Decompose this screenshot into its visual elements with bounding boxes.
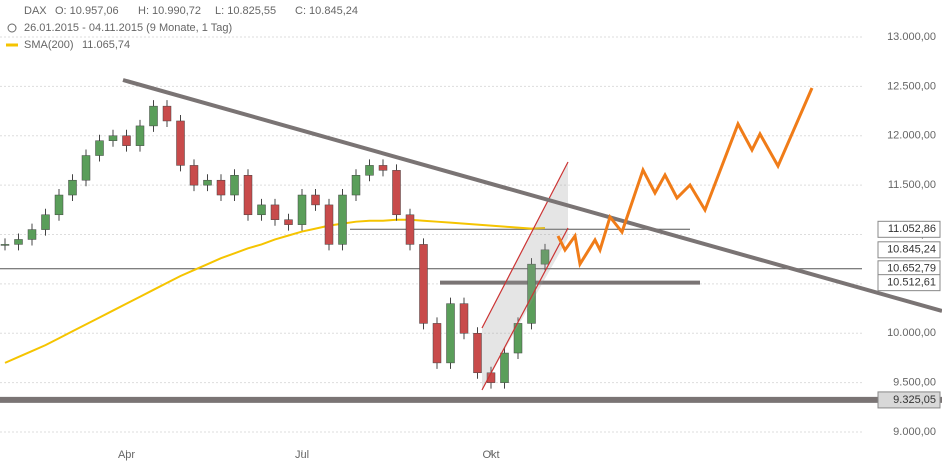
price-labels: 11.052,86 10.845,24 10.652,79 10.512,61 9.32…	[877, 220, 941, 409]
channel-line	[481, 227, 569, 391]
candle	[351, 175, 361, 196]
legend-value: 11.065,74	[82, 39, 130, 51]
candle	[68, 179, 77, 196]
candle	[257, 204, 266, 216]
candle	[95, 140, 104, 156]
price-label: 11.052,86	[888, 223, 936, 235]
price-label-box	[877, 241, 941, 259]
candle	[540, 249, 550, 265]
candle	[378, 165, 388, 171]
candle	[149, 105, 158, 127]
info-high: H: 10.990,72	[138, 5, 201, 17]
x-tick-label: Okt	[482, 449, 499, 461]
y-tick-label: 12.000,00	[887, 130, 936, 142]
candle	[27, 229, 37, 240]
chart-title: DAX	[24, 5, 47, 17]
price-label: 10.512,61	[887, 277, 936, 289]
candle	[338, 194, 347, 245]
y-tick-label: 9.000,00	[893, 426, 936, 438]
candle	[162, 105, 172, 122]
candle	[216, 179, 226, 196]
trend-line	[122, 78, 942, 313]
forecast-path	[556, 87, 814, 269]
candle	[446, 303, 455, 364]
candle	[54, 194, 64, 216]
y-tick-label: 12.500,00	[887, 80, 936, 92]
candle	[324, 204, 334, 245]
price-label-box	[877, 220, 941, 238]
candle	[176, 120, 185, 166]
price-label: 9.325,05	[893, 394, 936, 406]
price-label: 10.652,79	[887, 263, 936, 275]
candle	[432, 323, 442, 364]
candle	[108, 135, 118, 141]
y-tick-label: 11.500,00	[888, 179, 936, 191]
channel-line	[481, 161, 569, 329]
candle	[405, 214, 415, 245]
candle	[392, 170, 401, 216]
candle	[419, 244, 428, 324]
candle	[243, 175, 253, 216]
info-open: O: 10.957,06	[55, 5, 119, 17]
drawings	[122, 78, 942, 391]
candle	[203, 179, 212, 186]
plot-area: SMA(200) 11.065,74 9.000,00 9.500,00 10.000,…	[0, 31, 942, 461]
candle	[230, 175, 239, 196]
price-label: 10.845,24	[887, 244, 936, 256]
price-label-box	[877, 274, 941, 292]
candle	[81, 155, 91, 181]
candle	[500, 352, 509, 383]
info-close: C: 10.845,24	[295, 5, 358, 17]
candle	[459, 303, 469, 334]
candle	[122, 135, 131, 146]
y-tick-label: 13.000,00	[887, 31, 936, 43]
candle	[365, 165, 374, 176]
candle	[311, 194, 320, 206]
x-tick-label: Apr	[118, 449, 135, 461]
legend-name: SMA(200)	[24, 39, 74, 51]
info-low: L: 10.825,55	[215, 5, 276, 17]
x-tick-label: Jul	[295, 449, 309, 461]
clock-icon	[7, 23, 17, 33]
y-tick-label: 9.500,00	[893, 377, 936, 389]
candle	[527, 263, 536, 324]
y-tick-label: 10.000,00	[887, 327, 936, 339]
candle	[189, 165, 199, 186]
candle	[473, 333, 482, 374]
candle	[284, 219, 293, 225]
price-label-box	[877, 391, 941, 409]
sma-line	[4, 218, 546, 364]
candle	[297, 194, 307, 225]
candle	[41, 214, 50, 230]
subtitle: 26.01.2015 - 04.11.2015 (9 Monate, 1 Tag…	[24, 22, 232, 34]
candle	[0, 244, 10, 246]
candle	[270, 204, 280, 220]
candle	[135, 125, 145, 146]
candle	[14, 239, 23, 245]
channel-fill	[482, 162, 568, 390]
